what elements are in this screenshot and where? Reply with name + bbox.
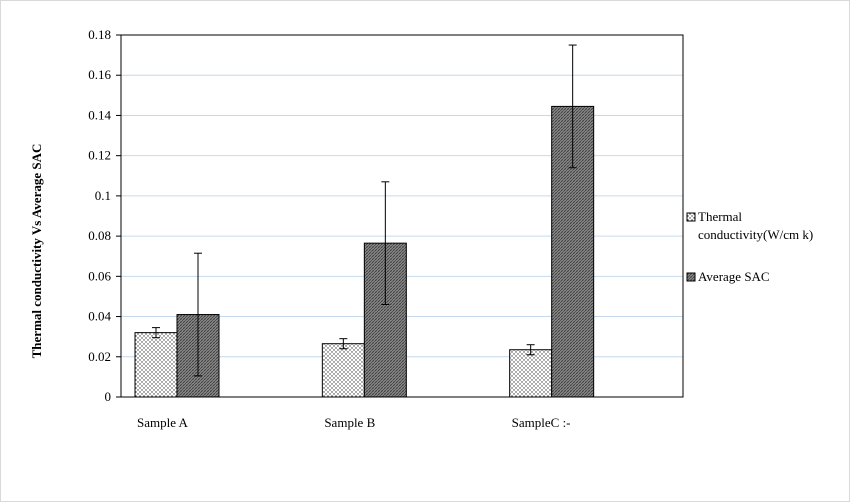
y-tick-label: 0.14 bbox=[88, 107, 111, 122]
legend-label: Average SAC bbox=[698, 269, 770, 284]
legend-label: conductivity(W/cm k) bbox=[698, 227, 813, 242]
legend: Thermal conductivity(W/cm k) Average SAC bbox=[686, 209, 813, 284]
y-tick-label: 0.06 bbox=[88, 268, 111, 283]
x-tick-label: Sample A bbox=[137, 415, 189, 430]
legend-item: Average SAC bbox=[686, 269, 770, 284]
legend-item: Thermal conductivity(W/cm k) bbox=[686, 209, 813, 242]
y-tick-label: 0.08 bbox=[88, 228, 111, 243]
y-tick-label: 0.04 bbox=[88, 309, 111, 324]
legend-swatch bbox=[686, 212, 696, 222]
legend-label: Thermal bbox=[698, 209, 742, 224]
bar-thermal-conductivity bbox=[321, 343, 365, 398]
error-bars bbox=[152, 44, 577, 377]
y-tick-label: 0.1 bbox=[95, 188, 111, 203]
legend-swatch bbox=[686, 272, 696, 282]
y-tick-label: 0.18 bbox=[88, 27, 111, 42]
y-tick-label: 0.12 bbox=[88, 148, 111, 163]
bar-thermal-conductivity bbox=[509, 349, 553, 398]
bars bbox=[134, 105, 595, 398]
y-tick-label: 0.16 bbox=[88, 67, 111, 82]
x-tick-label: SampleC :- bbox=[512, 415, 571, 430]
x-tick-label: Sample B bbox=[324, 415, 375, 430]
x-axis-ticks: Sample A Sample B SampleC :- bbox=[137, 415, 571, 430]
y-tick-label: 0 bbox=[105, 389, 112, 404]
y-tick-label: 0.02 bbox=[88, 349, 111, 364]
y-axis-ticks: 0 0.02 0.04 0.06 0.08 0.1 0.12 0.14 0.16 0.18 bbox=[88, 27, 121, 404]
plot-area-border bbox=[120, 34, 684, 398]
bar-thermal-conductivity bbox=[134, 332, 178, 398]
y-axis-label: Thermal conductivity Vs Average SAC bbox=[29, 144, 44, 359]
